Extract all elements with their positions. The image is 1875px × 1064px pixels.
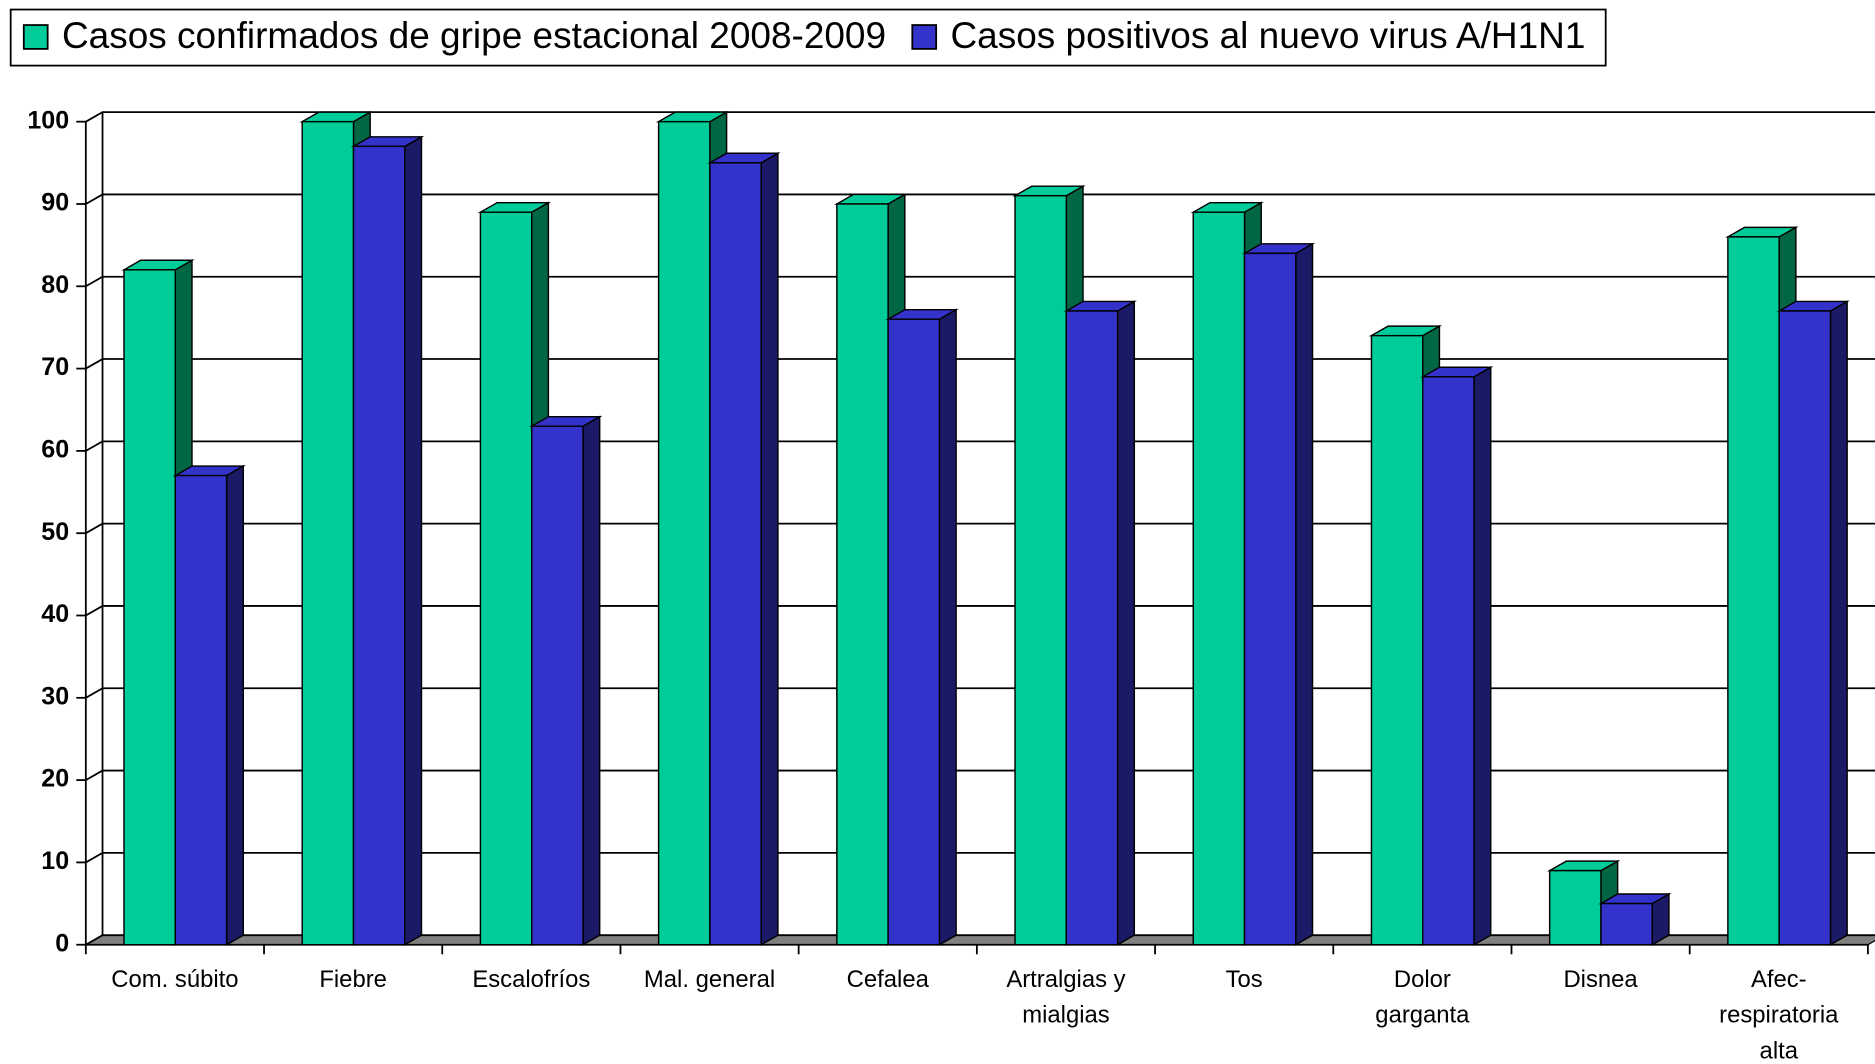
y-tick-label: 10 <box>41 847 69 875</box>
bar-front <box>301 120 355 946</box>
bar-front <box>352 145 406 946</box>
y-tick-label: 0 <box>55 929 69 957</box>
bar-front <box>1600 902 1653 946</box>
x-tick-label: respiratoria <box>1719 1002 1839 1029</box>
y-tick-label: 80 <box>41 271 69 299</box>
y-tick-label: 100 <box>27 106 69 134</box>
bar-front <box>1548 869 1602 946</box>
bar-side <box>404 135 423 946</box>
bar <box>529 415 603 946</box>
bar-front <box>1778 310 1832 946</box>
bar-front <box>1014 195 1068 946</box>
bar-side <box>1116 300 1136 946</box>
bar-front <box>657 120 711 946</box>
bar-front <box>1243 252 1297 946</box>
bar-front <box>1065 310 1119 946</box>
bar <box>1776 300 1850 946</box>
legend: Casos confirmados de gripe estacional 20… <box>9 8 1607 67</box>
x-tick-label: Cefalea <box>847 966 930 993</box>
grid-line <box>85 193 1875 205</box>
bar-front <box>1727 236 1780 946</box>
bar <box>1063 300 1138 946</box>
x-tick-label: Mal. general <box>644 966 775 993</box>
y-tick-label: 50 <box>41 518 69 546</box>
bar-front <box>709 162 762 946</box>
bar <box>707 152 781 946</box>
bar-side <box>1295 242 1314 946</box>
y-tick-label: 20 <box>41 765 69 793</box>
legend-label: Casos confirmados de gripe estacional 20… <box>62 15 886 56</box>
bar <box>885 308 959 946</box>
bar-front <box>1422 376 1475 946</box>
bar <box>350 135 425 946</box>
bar-front <box>1370 334 1424 946</box>
bar-front <box>123 269 177 946</box>
bar <box>121 259 195 946</box>
x-tick-label: Tos <box>1226 966 1263 993</box>
bar <box>1241 242 1316 946</box>
x-tick-label: Com. súbito <box>111 966 238 993</box>
grid-line <box>85 111 1875 123</box>
x-tick-label: mialgias <box>1022 1002 1110 1029</box>
y-tick-label: 70 <box>41 353 69 381</box>
legend-swatch <box>22 24 49 50</box>
x-tick-label: Fiebre <box>319 966 387 993</box>
y-tick-label: 90 <box>41 189 69 217</box>
bar-front <box>174 474 228 946</box>
bar-front <box>887 318 941 946</box>
x-tick-label: garganta <box>1375 1002 1470 1029</box>
legend-box <box>9 8 1607 67</box>
x-tick-label: alta <box>1760 1037 1799 1064</box>
bar-side <box>938 308 957 946</box>
y-tick-label: 40 <box>41 600 69 628</box>
bar-front <box>479 211 533 946</box>
x-tick-label: Escalofríos <box>472 966 590 993</box>
y-tick-label: 60 <box>41 435 69 463</box>
bar-side <box>1473 366 1492 946</box>
x-tick-label: Dolor <box>1394 966 1451 993</box>
bar-front <box>836 203 889 946</box>
legend-label: Casos positivos al nuevo virus A/H1N1 <box>950 15 1585 56</box>
bar <box>1420 366 1494 946</box>
bar-side <box>1829 300 1848 946</box>
bar-side <box>760 152 779 946</box>
bar <box>172 464 246 946</box>
bar-side <box>225 464 244 946</box>
x-tick-label: Afec- <box>1751 966 1807 993</box>
x-tick-label: Disnea <box>1563 966 1638 993</box>
bar-front <box>1192 211 1246 946</box>
x-tick-label: Artralgias y <box>1006 966 1125 993</box>
legend-swatch <box>911 24 938 50</box>
bar-front <box>530 425 584 946</box>
bar-side <box>582 415 601 946</box>
bar <box>1598 892 1672 946</box>
y-tick-label: 30 <box>41 682 69 710</box>
